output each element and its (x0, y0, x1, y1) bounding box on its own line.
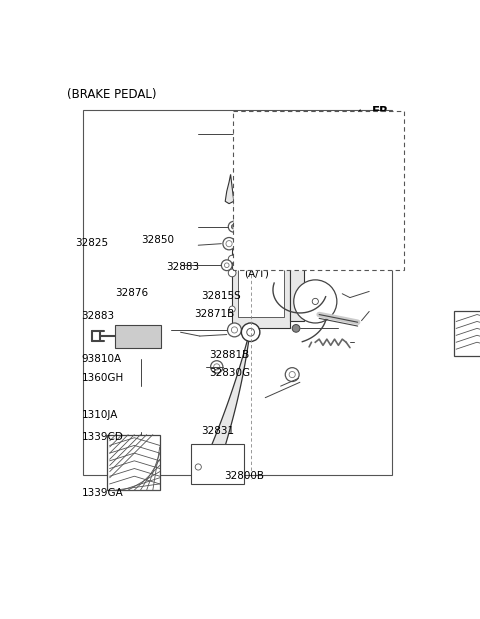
Bar (233, 111, 404, 270)
Text: 1339GA: 1339GA (82, 488, 123, 498)
Text: (BRAKE PEDAL): (BRAKE PEDAL) (67, 88, 157, 101)
Text: 93810A: 93810A (82, 354, 121, 365)
Bar (232, 240, 290, 329)
Circle shape (195, 464, 201, 470)
Text: 1360GH: 1360GH (82, 373, 124, 383)
Bar (290, 255, 304, 321)
Text: 32881B: 32881B (209, 350, 249, 360)
Circle shape (247, 329, 254, 336)
Circle shape (289, 371, 295, 378)
Circle shape (228, 255, 236, 263)
Text: (A/T): (A/T) (244, 269, 269, 279)
Text: 32831: 32831 (202, 426, 235, 436)
Circle shape (228, 222, 239, 232)
Circle shape (241, 323, 260, 342)
Bar (84, 110, 392, 475)
Text: 32883: 32883 (167, 262, 200, 272)
Text: 32850: 32850 (285, 191, 318, 201)
Polygon shape (225, 175, 263, 217)
Text: 32850: 32850 (141, 235, 174, 245)
Circle shape (228, 269, 236, 277)
Bar (108, 435, 160, 490)
Circle shape (231, 327, 238, 333)
Text: 32800B: 32800B (224, 471, 264, 481)
Text: 32871B: 32871B (194, 308, 235, 319)
Polygon shape (209, 329, 251, 452)
Circle shape (223, 238, 235, 250)
Bar (454, 311, 480, 356)
Text: 32815S: 32815S (202, 292, 241, 301)
Circle shape (292, 324, 300, 332)
Text: 1310JA: 1310JA (82, 410, 118, 420)
Circle shape (245, 129, 256, 140)
Text: 32876: 32876 (115, 288, 148, 298)
Circle shape (228, 323, 241, 337)
Circle shape (214, 364, 220, 370)
Circle shape (248, 132, 253, 137)
Circle shape (285, 368, 299, 381)
Bar (191, 444, 244, 484)
Text: 32825: 32825 (75, 238, 108, 248)
Circle shape (226, 241, 232, 247)
Text: 32830G: 32830G (209, 368, 250, 378)
Circle shape (211, 361, 223, 373)
Bar (115, 324, 161, 348)
Circle shape (229, 306, 235, 312)
Text: 32883: 32883 (82, 311, 115, 321)
Circle shape (225, 263, 229, 267)
Circle shape (231, 225, 236, 229)
Circle shape (294, 280, 337, 323)
Polygon shape (233, 217, 260, 240)
Circle shape (312, 298, 318, 305)
Bar (238, 248, 285, 317)
Text: 32825: 32825 (237, 137, 270, 147)
Circle shape (221, 260, 232, 271)
Text: FR.: FR. (372, 105, 394, 118)
Text: 1339CD: 1339CD (82, 433, 123, 443)
